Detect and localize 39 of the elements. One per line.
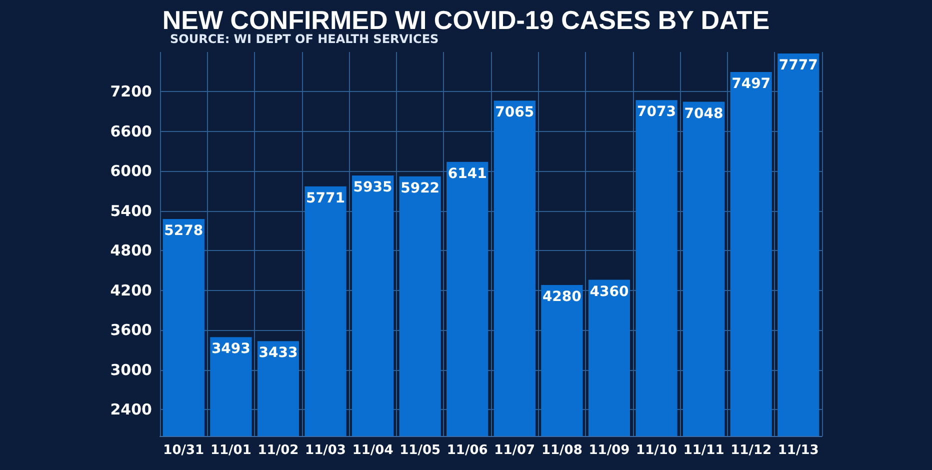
x-tick-label: 11/13	[778, 443, 819, 458]
x-tick-label: 11/11	[683, 443, 724, 458]
data-label: 7065	[495, 104, 534, 121]
source-note: SOURCE: WI DEPT OF HEALTH SERVICES	[170, 32, 439, 46]
x-tick-label: 11/08	[541, 443, 582, 458]
y-tick-label: 4800	[110, 242, 152, 260]
x-tick-label: 11/01	[210, 443, 252, 458]
x-tick-label: 11/10	[636, 443, 677, 458]
y-tick-label: 3000	[110, 360, 152, 379]
x-tick-label: 11/09	[588, 443, 630, 458]
y-tick-label: 6000	[110, 162, 152, 180]
x-tick-label: 11/06	[446, 443, 488, 458]
data-label: 6141	[448, 166, 487, 182]
y-tick-label: 7200	[110, 82, 152, 101]
data-label: 5771	[306, 190, 345, 206]
x-tick-label: 11/02	[258, 443, 299, 458]
x-tick-label: 11/05	[400, 443, 441, 458]
x-tick-label: 10/31	[163, 443, 204, 458]
data-label: 5935	[353, 179, 392, 196]
data-label: 4360	[590, 284, 629, 300]
y-tick-label: 4200	[110, 281, 152, 300]
data-label: 5922	[400, 180, 440, 196]
x-tick-label: 11/12	[730, 443, 772, 458]
data-label: 7048	[684, 106, 724, 122]
x-tick-label: 11/03	[305, 443, 346, 458]
data-label: 7073	[637, 104, 676, 120]
y-tick-label: 3600	[110, 321, 152, 340]
data-label: 5278	[164, 222, 204, 239]
data-label: 7497	[732, 76, 771, 92]
data-label: 7777	[778, 58, 818, 74]
x-tick-label: 11/04	[352, 443, 394, 458]
data-label: 3433	[258, 345, 298, 362]
x-tick-label: 11/07	[494, 443, 536, 458]
y-tick-label: 2400	[110, 400, 152, 419]
chart-title: NEW CONFIRMED WI COVID-19 CASES BY DATE	[162, 5, 770, 35]
data-label: 4280	[542, 289, 582, 306]
data-label: 3493	[211, 341, 250, 358]
y-tick-label: 6600	[110, 122, 152, 140]
y-tick-label: 5400	[110, 202, 152, 220]
